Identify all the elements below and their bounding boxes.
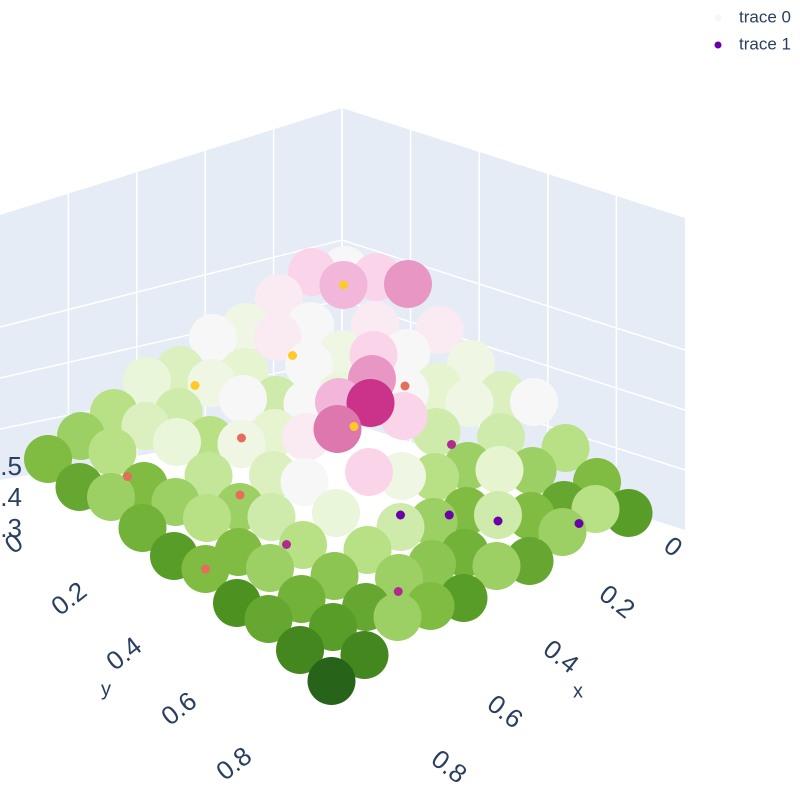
- x-tick-label: 0: [658, 530, 688, 563]
- x-tick-label: 0.4: [538, 633, 585, 679]
- surface-point: [87, 473, 135, 521]
- surface-point: [219, 375, 267, 423]
- surface-point: [276, 626, 324, 674]
- y-tick-label: 0.8: [210, 740, 257, 786]
- surface-point: [313, 405, 362, 453]
- surface-point: [472, 542, 521, 590]
- scatter-point: [123, 472, 132, 481]
- z-tick-label: 0.5: [0, 451, 22, 481]
- z-tick-label: 0.4: [0, 482, 22, 512]
- x-tick-label: 0.2: [594, 578, 641, 624]
- surface-point: [307, 657, 356, 705]
- x-tick-label: 0.8: [426, 743, 473, 789]
- scatter-point: [447, 440, 456, 449]
- scatter-point: [282, 540, 291, 549]
- z-tick-label: 0.3: [0, 513, 22, 543]
- scatter-point: [288, 351, 297, 360]
- surface-point: [375, 554, 423, 602]
- surface-point: [475, 446, 524, 494]
- scatter-point: [444, 510, 454, 520]
- legend-marker: [714, 14, 722, 22]
- surface-point: [153, 418, 201, 466]
- y-tick-label: 0.6: [155, 685, 202, 731]
- surface-point: [280, 458, 329, 506]
- scatter-point: [201, 564, 210, 574]
- legend-label: trace 0: [739, 7, 791, 26]
- surface-point: [189, 314, 237, 362]
- scatter-point: [400, 381, 410, 391]
- y-tick-label: 0.4: [100, 630, 147, 676]
- surface-point: [510, 378, 558, 426]
- surface-point: [340, 631, 389, 679]
- surface-point: [445, 379, 494, 427]
- y-tick-label: 0.2: [45, 575, 92, 621]
- surface-point: [88, 428, 137, 476]
- scatter-point: [339, 280, 348, 290]
- x-axis-title: x: [573, 680, 583, 702]
- scatter-point: [237, 433, 246, 443]
- scatter-point: [396, 510, 405, 520]
- surface-point: [217, 420, 266, 468]
- scatter-point: [235, 490, 245, 500]
- scatter-point: [393, 587, 403, 596]
- surface-point: [343, 526, 392, 574]
- surface-point: [345, 448, 393, 496]
- surface-point: [244, 595, 293, 643]
- surface-point: [384, 260, 432, 308]
- legend-label: trace 1: [739, 34, 791, 53]
- scatter-point: [493, 516, 503, 526]
- surface-point: [246, 544, 294, 592]
- scatter-point: [574, 519, 584, 528]
- scatter-point: [190, 381, 200, 390]
- surface-point: [247, 493, 296, 541]
- surface-point: [183, 494, 231, 542]
- surface-point: [184, 452, 233, 500]
- surface-point: [346, 379, 395, 427]
- surface-point: [474, 491, 522, 539]
- surface-point: [118, 504, 167, 552]
- surface-point: [538, 508, 587, 556]
- surface-point: [24, 435, 72, 483]
- legend-marker: [714, 41, 722, 49]
- grid-line: [0, 239, 686, 351]
- scatter-point: [349, 422, 359, 431]
- surface-point: [312, 489, 360, 537]
- surface-point: [123, 357, 171, 405]
- surface-point: [253, 313, 302, 361]
- x-tick-label: 0.6: [482, 688, 529, 734]
- surface-point: [373, 593, 422, 641]
- y-axis-title: y: [101, 678, 111, 700]
- surface-point: [255, 274, 303, 322]
- surface-point: [285, 341, 333, 389]
